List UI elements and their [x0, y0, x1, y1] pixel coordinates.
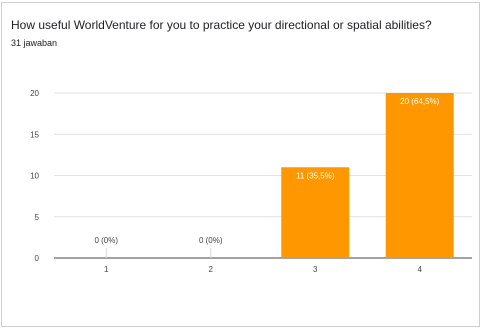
y-tick-label: 0 [35, 254, 40, 263]
bar-3 [281, 167, 350, 258]
x-tick-label: 4 [418, 265, 423, 274]
data-label-2: 0 (0%) [199, 236, 223, 245]
x-tick-label: 1 [104, 265, 109, 274]
y-tick-label: 20 [30, 89, 39, 98]
bar-4 [385, 93, 454, 258]
bars [105, 93, 454, 258]
data-label-3: 11 (35,5%) [296, 171, 335, 180]
data-label-1: 0 (0%) [94, 236, 118, 245]
y-tick-label: 15 [30, 130, 39, 139]
data-label-4: 20 (64,5%) [400, 97, 439, 106]
y-tick-label: 5 [35, 213, 40, 222]
x-tick-label: 2 [209, 265, 214, 274]
x-tick-label: 3 [313, 265, 318, 274]
labels: 0 5 10 15 20 0 (0%) 1 0 (0%) 2 11 (35,5%) 3 20 (64,… [30, 89, 440, 274]
y-tick-label: 10 [30, 172, 39, 181]
question-title: How useful WorldVenture for you to pract… [11, 18, 432, 32]
response-count: 31 jawaban [11, 38, 58, 48]
